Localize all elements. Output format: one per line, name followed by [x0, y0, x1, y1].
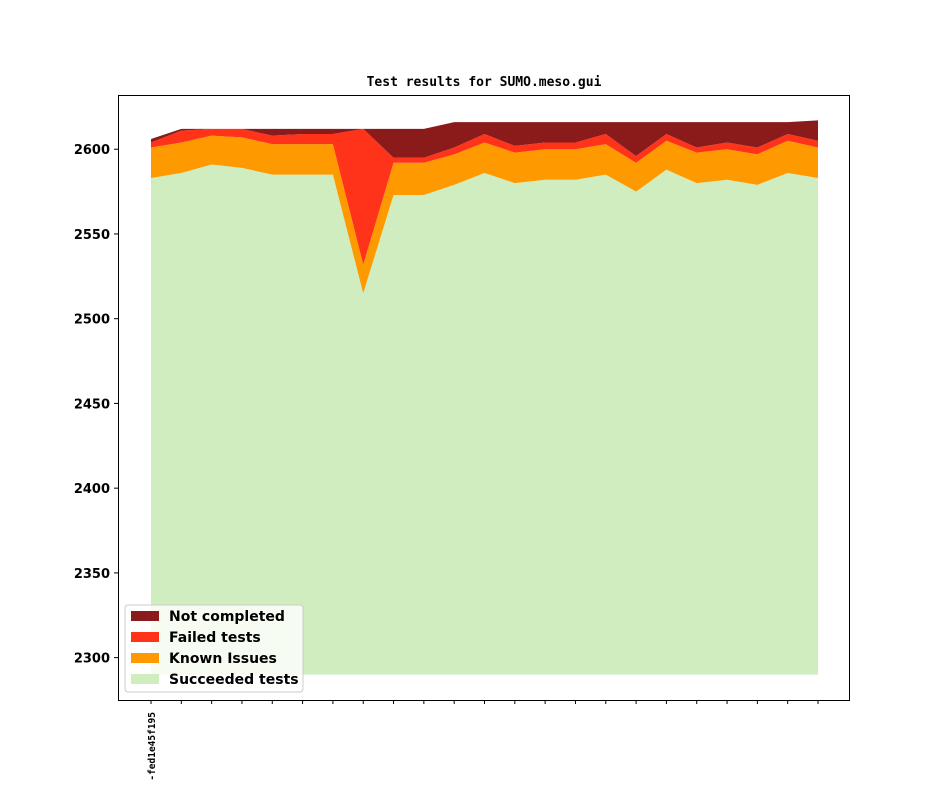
- area-succeeded-tests: [151, 164, 818, 675]
- y-tick-label: 2350: [74, 567, 110, 582]
- legend-swatch: [131, 674, 159, 684]
- legend: Not completed Failed tests Known Issues Suc…: [124, 604, 304, 693]
- area-known-issues: [151, 135, 818, 294]
- legend-label: Known Issues: [169, 651, 277, 667]
- legend-swatch: [131, 632, 159, 642]
- y-tick-label: 2500: [74, 313, 110, 328]
- legend-label: Not completed: [169, 609, 285, 625]
- y-tick-label: 2550: [74, 228, 110, 243]
- x-tick-label: -fed1e45f195: [147, 712, 158, 781]
- legend-label: Succeeded tests: [169, 672, 299, 688]
- area-not-completed: [151, 120, 818, 158]
- y-tick-label: 2600: [74, 143, 110, 158]
- y-tick-label: 2400: [74, 482, 110, 497]
- legend-swatch: [131, 611, 159, 621]
- legend-label: Failed tests: [169, 630, 261, 646]
- legend-swatch: [131, 653, 159, 663]
- chart-title: Test results for SUMO.meso.gui: [367, 75, 602, 90]
- y-tick-label: 2450: [74, 397, 110, 412]
- y-tick-label: 2300: [74, 652, 110, 667]
